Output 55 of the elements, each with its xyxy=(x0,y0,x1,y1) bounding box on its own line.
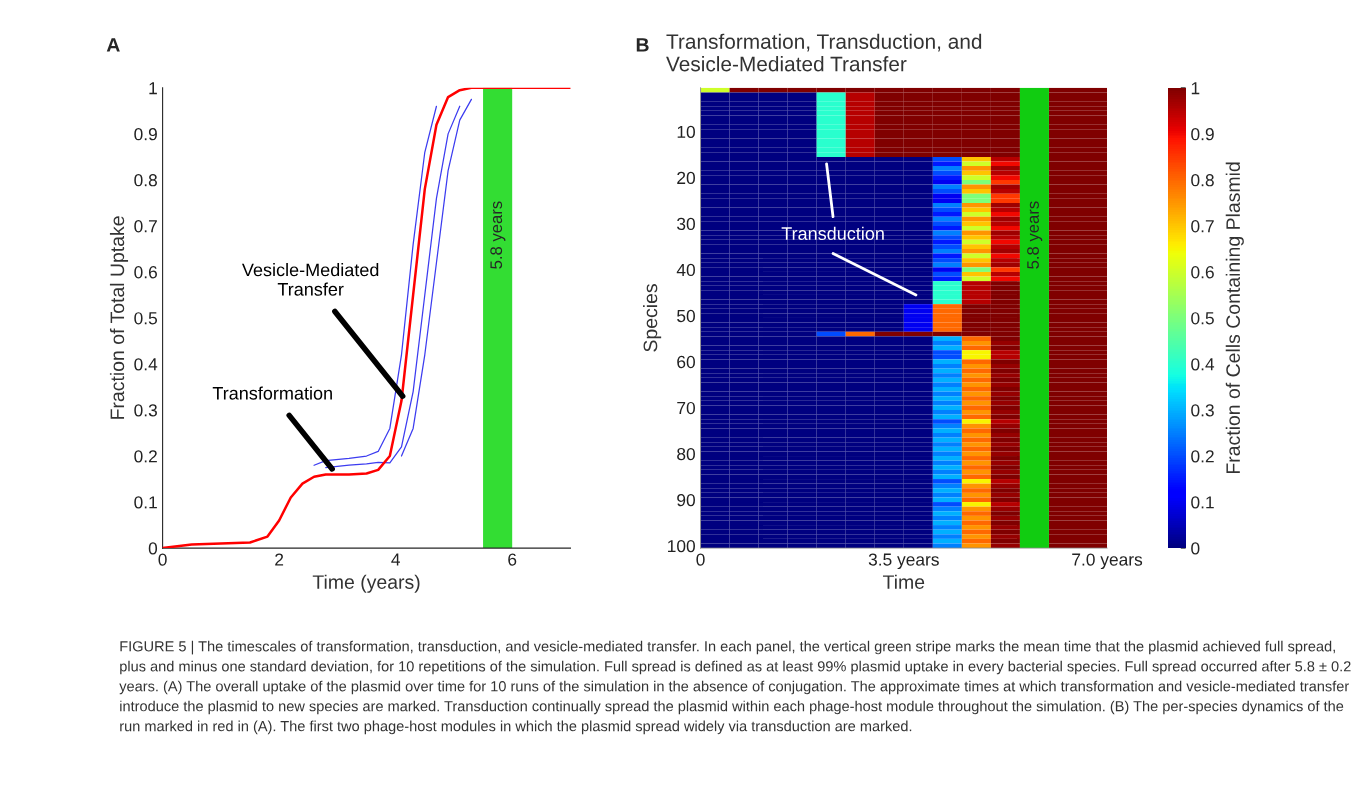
band-label: 5.8 years xyxy=(1027,201,1043,269)
x-tick-label: 6 xyxy=(508,553,517,566)
x-tick-label: 3.5 years xyxy=(868,553,939,570)
y-axis-title: Species xyxy=(643,284,662,352)
band-label: 5.8 years xyxy=(490,201,506,269)
color-bar-label: 0.5 xyxy=(1191,312,1214,325)
y-tick-label: 50 xyxy=(677,309,695,323)
x-tick-label: 2 xyxy=(275,553,284,566)
color-bar-label: 1 xyxy=(1191,82,1200,95)
x-tick-label: 0 xyxy=(696,553,705,566)
x-tick-label: 4 xyxy=(391,553,400,566)
annotation: Transduction xyxy=(781,226,884,240)
y-axis-title: Fraction of Total Uptake xyxy=(109,216,129,419)
color-bar-label: 0.9 xyxy=(1191,128,1214,141)
y-tick-label: 1 xyxy=(149,82,157,95)
x-axis-title: Time xyxy=(882,574,925,589)
y-tick-label: 80 xyxy=(677,447,695,461)
color-bar-label: 0.2 xyxy=(1191,450,1214,463)
line-series xyxy=(162,87,571,549)
line-series xyxy=(400,98,473,457)
y-tick-label: 0.4 xyxy=(134,358,158,371)
y-tick-label: 90 xyxy=(677,493,695,507)
y-tick-label: 30 xyxy=(677,217,695,231)
y-tick-label: 0.6 xyxy=(134,266,157,279)
y-tick-label: 0.1 xyxy=(134,496,157,509)
y-tick-label: 70 xyxy=(677,401,695,415)
y-tick-label: 0.3 xyxy=(134,404,157,417)
color-bar-label: 0.7 xyxy=(1191,220,1214,233)
y-tick-label: 0.9 xyxy=(134,128,157,141)
annotation: Vesicle-Mediated Transfer xyxy=(241,263,379,296)
y-tick-label: 0.2 xyxy=(134,450,157,463)
y-tick-label: 0.5 xyxy=(134,312,158,325)
y-tick-label: 60 xyxy=(677,355,695,369)
color-bar-label: 0 xyxy=(1191,542,1200,555)
y-tick-label: 0.7 xyxy=(134,220,157,233)
color-bar-label: 0.8 xyxy=(1191,174,1214,187)
color-bar-label: 0.4 xyxy=(1191,358,1215,371)
y-tick-label: 20 xyxy=(677,171,695,185)
x-axis-title: Time (years) xyxy=(312,574,420,593)
x-tick-label: 0 xyxy=(158,553,167,566)
x-tick-label: 7.0 years xyxy=(1072,553,1143,570)
y-tick-label: 0.8 xyxy=(134,174,157,187)
y-tick-label: 40 xyxy=(676,263,695,277)
caption: FIGURE 5 | The timescales of transformation, transduction, and vesicle-mediated transfer. In each panel, the vertical green stripe marks the mean time that the plasmid achieved full spread, plus and minus one standard deviation, for 10 repetitions of the simulation. Full spread is defined as at least 99% plasmid uptake in every bacterial species. Full spread occurred after 5.8 ± 0.2 years. (A) The overall uptake of the plasmid over time for 10 runs of the simulation in the absence of conjugation. The approximate times at which transformation and vesicle-mediated transfer introduce the plasmid to new species are marked. Transduction continually spread the plasmid within each phage-host module throughout the simulation. (B) The per-species dynamics of the run marked in red in (A). The first two phage-host modules in which the plasmid spread widely via transduction are marked. xyxy=(119,640,1351,735)
chart-title: Transformation, Transduction, and Vesicle-Mediated Transfer xyxy=(666,33,982,72)
text: A xyxy=(106,38,120,52)
color-bar-label: 0.6 xyxy=(1191,266,1214,279)
color-bar-title: Fraction of Cells Containing Plasmid xyxy=(1225,162,1244,474)
color-bar-label: 0.1 xyxy=(1191,496,1214,509)
y-tick-label: 10 xyxy=(677,125,695,139)
text: B xyxy=(636,38,649,52)
color-bar-label: 0.3 xyxy=(1191,404,1214,417)
annotation: Transformation xyxy=(212,386,332,400)
y-tick-label: 0 xyxy=(148,542,158,555)
y-tick-label: 100 xyxy=(668,539,695,553)
